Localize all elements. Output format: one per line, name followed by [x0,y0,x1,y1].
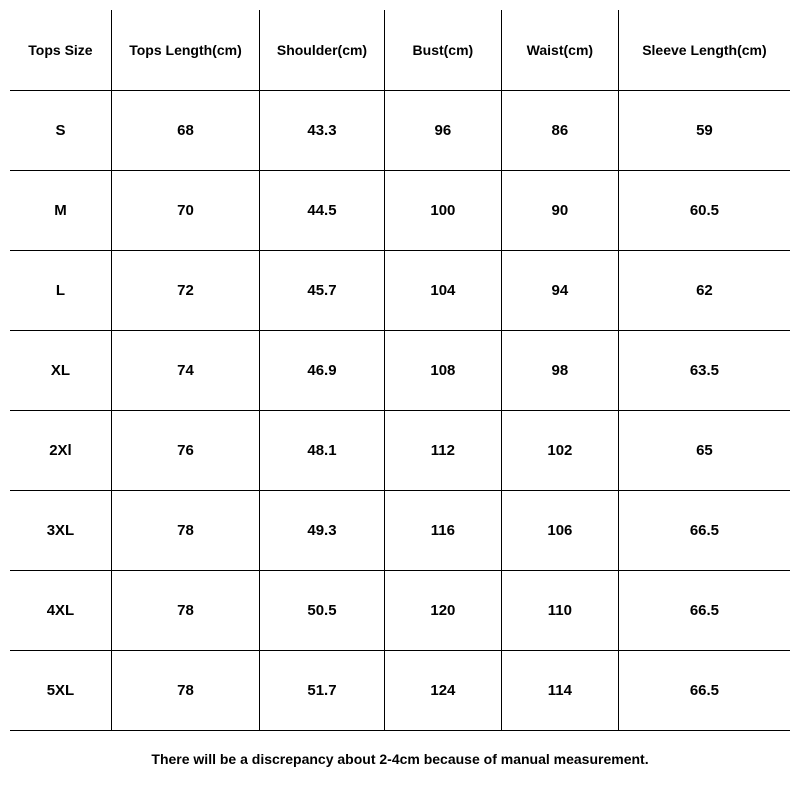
measurement-disclaimer: There will be a discrepancy about 2-4cm … [10,730,790,777]
column-header: Bust(cm) [384,10,501,90]
cell-sleeve: 63.5 [618,330,790,410]
cell-shoulder: 43.3 [260,90,385,170]
cell-length: 78 [111,570,259,650]
cell-size: 3XL [10,490,111,570]
cell-size: 5XL [10,650,111,730]
table-row: 3XL 78 49.3 116 106 66.5 [10,490,790,570]
cell-sleeve: 66.5 [618,570,790,650]
cell-size: S [10,90,111,170]
cell-sleeve: 62 [618,250,790,330]
cell-size: 4XL [10,570,111,650]
table-row: S 68 43.3 96 86 59 [10,90,790,170]
column-header: Sleeve Length(cm) [618,10,790,90]
column-header: Tops Length(cm) [111,10,259,90]
cell-bust: 120 [384,570,501,650]
cell-waist: 106 [501,490,618,570]
cell-shoulder: 49.3 [260,490,385,570]
cell-size: M [10,170,111,250]
cell-length: 74 [111,330,259,410]
cell-bust: 104 [384,250,501,330]
cell-waist: 86 [501,90,618,170]
cell-shoulder: 45.7 [260,250,385,330]
cell-length: 68 [111,90,259,170]
cell-shoulder: 50.5 [260,570,385,650]
cell-waist: 98 [501,330,618,410]
cell-waist: 114 [501,650,618,730]
cell-size: XL [10,330,111,410]
table-row: 4XL 78 50.5 120 110 66.5 [10,570,790,650]
cell-size: L [10,250,111,330]
cell-shoulder: 51.7 [260,650,385,730]
cell-bust: 124 [384,650,501,730]
cell-length: 78 [111,650,259,730]
cell-bust: 108 [384,330,501,410]
cell-length: 76 [111,410,259,490]
cell-sleeve: 60.5 [618,170,790,250]
table-row: M 70 44.5 100 90 60.5 [10,170,790,250]
table-row: L 72 45.7 104 94 62 [10,250,790,330]
cell-sleeve: 66.5 [618,490,790,570]
column-header: Shoulder(cm) [260,10,385,90]
cell-bust: 100 [384,170,501,250]
column-header: Tops Size [10,10,111,90]
cell-length: 72 [111,250,259,330]
cell-length: 78 [111,490,259,570]
cell-waist: 110 [501,570,618,650]
cell-sleeve: 66.5 [618,650,790,730]
cell-waist: 102 [501,410,618,490]
table-body: S 68 43.3 96 86 59 M 70 44.5 100 90 60.5… [10,90,790,730]
cell-waist: 90 [501,170,618,250]
table-row: 5XL 78 51.7 124 114 66.5 [10,650,790,730]
cell-sleeve: 59 [618,90,790,170]
size-chart-table: Tops Size Tops Length(cm) Shoulder(cm) B… [10,10,790,731]
table-row: XL 74 46.9 108 98 63.5 [10,330,790,410]
column-header: Waist(cm) [501,10,618,90]
cell-waist: 94 [501,250,618,330]
cell-bust: 96 [384,90,501,170]
table-row: 2Xl 76 48.1 112 102 65 [10,410,790,490]
cell-length: 70 [111,170,259,250]
cell-shoulder: 46.9 [260,330,385,410]
cell-sleeve: 65 [618,410,790,490]
cell-bust: 116 [384,490,501,570]
cell-size: 2Xl [10,410,111,490]
cell-shoulder: 48.1 [260,410,385,490]
cell-bust: 112 [384,410,501,490]
cell-shoulder: 44.5 [260,170,385,250]
table-header-row: Tops Size Tops Length(cm) Shoulder(cm) B… [10,10,790,90]
